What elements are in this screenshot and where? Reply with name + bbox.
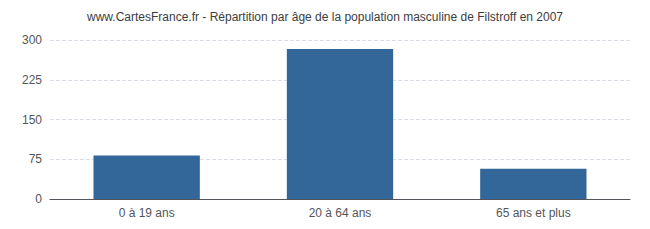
svg-text:150: 150 (22, 113, 42, 127)
svg-text:225: 225 (22, 73, 42, 87)
svg-text:www.CartesFrance.fr - Répartit: www.CartesFrance.fr - Répartition par âg… (86, 10, 563, 24)
svg-text:75: 75 (29, 152, 43, 166)
svg-text:65 ans et plus: 65 ans et plus (496, 206, 571, 220)
svg-text:0 à 19 ans: 0 à 19 ans (119, 206, 175, 220)
svg-text:20 à 64 ans: 20 à 64 ans (309, 206, 372, 220)
svg-text:0: 0 (35, 192, 42, 206)
svg-text:300: 300 (22, 33, 42, 47)
